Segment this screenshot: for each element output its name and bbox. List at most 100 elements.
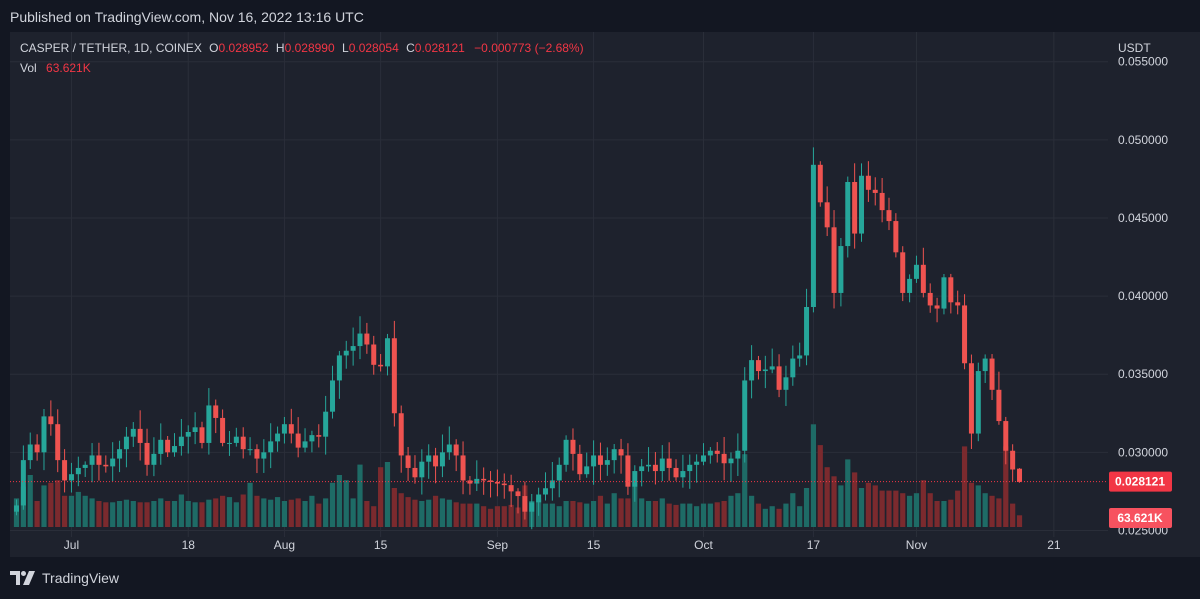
volume-bar <box>295 498 301 527</box>
volume-bar <box>556 506 562 527</box>
volume-bar <box>611 493 617 527</box>
volume-bar <box>1016 515 1023 527</box>
volume-bar <box>742 454 748 527</box>
volume-bar <box>680 503 686 527</box>
volume-bar <box>975 485 981 527</box>
candle-body <box>494 482 500 484</box>
candle-body <box>130 428 136 437</box>
candle-body <box>391 338 397 414</box>
candle-body <box>316 435 322 437</box>
currency-label: USDT <box>1118 41 1151 55</box>
volume-bar <box>364 501 370 527</box>
volume-bar <box>274 497 281 527</box>
candle-body <box>831 227 837 293</box>
volume-bar <box>694 506 700 527</box>
volume-bar <box>61 495 68 527</box>
volume-bar <box>89 498 95 527</box>
volume-bar <box>288 499 294 527</box>
volume-bar <box>281 501 288 527</box>
candle-body <box>55 424 61 461</box>
candle-body <box>639 466 645 472</box>
volume-bar <box>900 493 906 527</box>
tradingview-logo-icon <box>10 571 35 585</box>
candle-body <box>968 363 974 434</box>
candle-body <box>405 455 411 468</box>
volume-bar <box>501 506 507 527</box>
candle-body <box>247 449 253 451</box>
candle-body <box>735 450 741 459</box>
candle-body <box>955 302 961 306</box>
volume-bar <box>467 503 473 527</box>
candle-body <box>48 416 54 425</box>
volume-bar <box>879 490 885 527</box>
candle-body <box>226 442 232 444</box>
volume-bar <box>797 506 803 527</box>
price-tick-label: 0.050000 <box>1118 133 1168 147</box>
candle-body <box>178 436 184 447</box>
volume-bar <box>123 499 130 527</box>
candle-body <box>158 439 164 454</box>
volume-bar <box>446 499 452 527</box>
volume-bar <box>268 499 274 527</box>
candle-body <box>419 461 425 478</box>
candle-body <box>556 464 562 481</box>
volume-bar <box>426 499 432 527</box>
tradingview-footer[interactable]: TradingView <box>10 570 119 586</box>
candle-body <box>872 189 878 193</box>
time-tick-label: Sep <box>487 538 509 552</box>
price-scale-pane[interactable] <box>1108 32 1200 557</box>
candle-body <box>694 461 700 465</box>
candle-body <box>907 278 913 293</box>
candle-body <box>357 333 363 347</box>
volume-bar <box>144 502 150 527</box>
volume-bar <box>481 506 487 527</box>
candle-body <box>213 405 219 418</box>
grid-lines <box>10 32 1108 537</box>
volume-bar <box>302 501 308 527</box>
low-value: 0.028054 <box>349 41 399 55</box>
candle-body <box>680 471 686 478</box>
candle-body <box>268 441 274 453</box>
candle-body <box>309 435 315 442</box>
candle-body <box>20 460 26 506</box>
volume-bar <box>927 493 933 527</box>
candle-body <box>536 494 542 503</box>
volume-bars <box>13 424 1023 527</box>
volume-bar <box>735 493 741 527</box>
candle-body <box>838 246 844 293</box>
last-volume-value: 63.621K <box>1117 511 1163 525</box>
volume-bar <box>872 485 878 527</box>
candle-body <box>852 182 858 234</box>
volume-bar <box>748 495 755 527</box>
candle-body <box>281 424 287 434</box>
volume-bar <box>941 501 947 527</box>
volume-bar <box>391 488 397 527</box>
candle-body <box>515 491 521 497</box>
time-tick-label: Aug <box>274 538 295 552</box>
volume-legend: Vol 63.621K <box>20 61 91 75</box>
volume-bar <box>604 503 610 527</box>
candle-body <box>172 446 178 453</box>
volume-bar <box>226 497 233 527</box>
candle-body <box>137 428 143 443</box>
candle-body <box>192 427 198 432</box>
volume-bar <box>151 501 157 527</box>
volume-bar <box>982 493 988 527</box>
volume-bar <box>48 482 54 527</box>
candle-body <box>804 307 810 356</box>
candle-body <box>962 305 968 364</box>
candle-body <box>542 488 548 495</box>
volume-bar <box>68 495 75 527</box>
candle-body <box>591 455 597 467</box>
candle-body <box>185 432 191 437</box>
candle-body <box>117 449 123 459</box>
time-tick-label: 15 <box>374 538 388 552</box>
volume-bar <box>762 508 768 527</box>
volume-bar <box>584 503 590 527</box>
volume-bar <box>728 495 734 527</box>
volume-bar <box>810 424 817 527</box>
volume-bar <box>721 501 727 527</box>
volume-bar <box>96 501 102 527</box>
